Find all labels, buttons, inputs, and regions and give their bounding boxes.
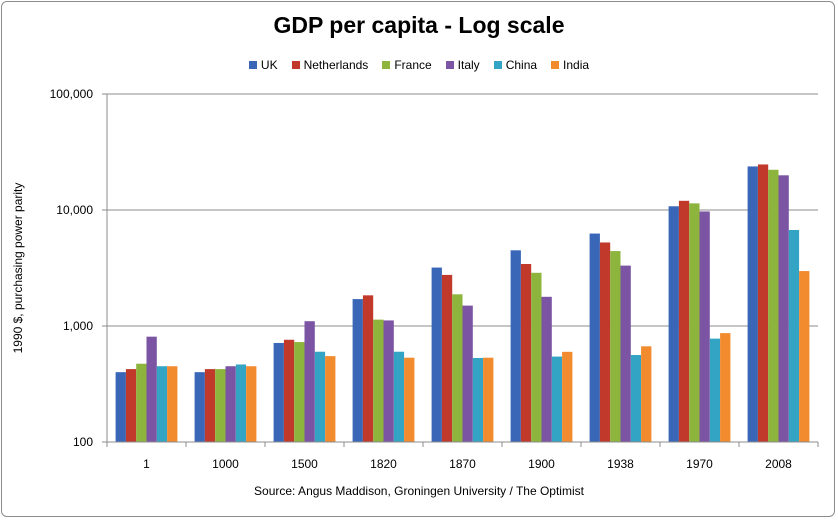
legend-swatch bbox=[551, 61, 560, 69]
bar-india-1500 bbox=[325, 356, 336, 442]
bar-italy-1870 bbox=[462, 305, 473, 442]
bar-france-1970 bbox=[689, 203, 700, 442]
bar-france-2008 bbox=[768, 169, 779, 443]
bar-china-2008 bbox=[788, 229, 800, 442]
bar-france-1820 bbox=[373, 319, 384, 442]
bar-uk-2008 bbox=[747, 166, 758, 442]
legend-swatch bbox=[382, 61, 391, 69]
chart-title: GDP per capita - Log scale bbox=[273, 12, 565, 38]
bar-netherlands-1000 bbox=[204, 369, 216, 442]
bar-italy-1000 bbox=[225, 366, 236, 442]
bar-italy-1970 bbox=[699, 211, 710, 442]
legend-label: China bbox=[505, 58, 538, 72]
legend-swatch bbox=[493, 61, 502, 69]
x-tick-label: 1938 bbox=[607, 457, 634, 471]
bar-india-1870 bbox=[483, 357, 494, 442]
legend-swatch bbox=[291, 61, 300, 69]
x-tick-label: 1870 bbox=[449, 457, 476, 471]
legend-item: UK bbox=[248, 58, 278, 72]
bar-netherlands-1500 bbox=[283, 339, 295, 442]
legend-item: Italy bbox=[445, 58, 480, 72]
legend-label: India bbox=[563, 58, 590, 72]
bar-india-1970 bbox=[720, 333, 731, 442]
legend-item: China bbox=[493, 58, 538, 72]
y-tick-label: 1,000 bbox=[63, 319, 93, 333]
bar-uk-1 bbox=[115, 372, 126, 442]
x-tick-label: 2008 bbox=[765, 457, 792, 471]
x-tick-label: 1900 bbox=[528, 457, 555, 471]
y-tick-label: 100,000 bbox=[50, 87, 94, 101]
bar-china-1870 bbox=[472, 357, 484, 442]
x-axis-label: Source: Angus Maddison, Groningen Univer… bbox=[254, 484, 584, 498]
legend-label: France bbox=[394, 58, 432, 72]
bar-italy-1900 bbox=[541, 296, 552, 442]
bar-italy-1820 bbox=[383, 320, 394, 442]
bar-india-1 bbox=[167, 366, 178, 442]
bar-italy-1500 bbox=[304, 321, 315, 442]
bar-india-1820 bbox=[404, 357, 415, 442]
bar-uk-1000 bbox=[194, 372, 205, 442]
bar-uk-1820 bbox=[352, 299, 363, 442]
bar-uk-1870 bbox=[431, 267, 442, 442]
bar-italy-1938 bbox=[620, 265, 631, 442]
x-tick-label: 1500 bbox=[291, 457, 318, 471]
bar-netherlands-1870 bbox=[441, 274, 453, 442]
legend-swatch bbox=[445, 61, 454, 69]
bar-india-2008 bbox=[799, 271, 810, 442]
bar-china-1820 bbox=[393, 351, 405, 442]
bar-netherlands-1970 bbox=[678, 200, 690, 442]
legend-label: UK bbox=[260, 58, 278, 72]
bar-india-1000 bbox=[246, 366, 257, 442]
y-tick-label: 100 bbox=[73, 435, 93, 449]
bar-netherlands-1900 bbox=[520, 263, 532, 442]
bar-france-1938 bbox=[610, 251, 621, 442]
bar-china-1 bbox=[156, 366, 168, 442]
y-tick-label: 10,000 bbox=[56, 203, 93, 217]
legend-item: India bbox=[551, 58, 589, 72]
bar-china-1900 bbox=[551, 356, 563, 442]
bar-france-1500 bbox=[294, 342, 305, 442]
x-tick-label: 1000 bbox=[212, 457, 239, 471]
bar-china-1000 bbox=[235, 364, 247, 442]
bar-france-1870 bbox=[452, 294, 463, 442]
bar-china-1970 bbox=[709, 338, 721, 442]
legend-swatch bbox=[248, 61, 257, 69]
bar-netherlands-1 bbox=[125, 369, 137, 442]
bar-france-1900 bbox=[531, 272, 542, 442]
chart-legend: UK Netherlands France Italy China India bbox=[0, 58, 838, 72]
bar-uk-1900 bbox=[510, 250, 521, 442]
bar-netherlands-2008 bbox=[757, 164, 769, 443]
legend-label: Italy bbox=[457, 58, 480, 72]
x-tick-label: 1970 bbox=[686, 457, 713, 471]
bar-netherlands-1938 bbox=[599, 242, 611, 442]
bar-uk-1970 bbox=[668, 206, 679, 442]
legend-item: France bbox=[382, 58, 432, 72]
legend-label: Netherlands bbox=[303, 58, 369, 72]
bar-italy-2008 bbox=[778, 175, 789, 443]
bar-china-1500 bbox=[314, 351, 326, 442]
legend-item: Netherlands bbox=[291, 58, 369, 72]
bar-china-1938 bbox=[630, 355, 642, 442]
bar-italy-1 bbox=[146, 336, 157, 442]
bar-netherlands-1820 bbox=[362, 295, 374, 442]
bar-india-1938 bbox=[641, 346, 652, 442]
bar-uk-1938 bbox=[589, 233, 600, 442]
bar-uk-1500 bbox=[273, 342, 284, 442]
bar-france-1 bbox=[136, 363, 147, 442]
bar-france-1000 bbox=[215, 369, 226, 442]
bar-india-1900 bbox=[562, 351, 573, 442]
x-tick-label: 1820 bbox=[370, 457, 397, 471]
x-tick-label: 1 bbox=[143, 457, 150, 471]
